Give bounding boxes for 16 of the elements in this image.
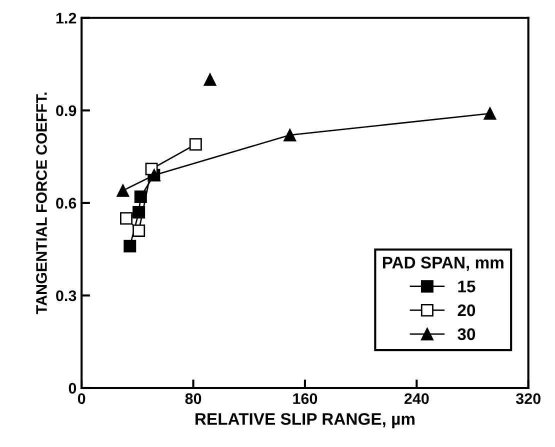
y-axis-title: TANGENTIAL FORCE COEFFT.: [36, 92, 47, 314]
legend-title: PAD SPAN, mm: [382, 256, 504, 271]
x-tick-label: 160: [293, 393, 318, 404]
legend-label: 20: [458, 304, 476, 316]
x-tick-label: 240: [404, 393, 429, 404]
legend-label: 15: [458, 280, 476, 292]
y-tick-label: 1.2: [56, 12, 76, 24]
y-tick-label: 0.3: [56, 290, 76, 302]
x-tick-label: 80: [185, 393, 202, 404]
y-tick-label: 0: [68, 382, 76, 394]
x-tick-label: 320: [516, 393, 540, 404]
y-tick-label: 0.6: [56, 198, 76, 209]
x-tick-label: 0: [78, 393, 86, 404]
y-tick-label: 0.9: [56, 105, 76, 116]
x-axis-title: RELATIVE SLIP RANGE, µm: [196, 413, 414, 428]
legend-label: 30: [458, 328, 476, 340]
